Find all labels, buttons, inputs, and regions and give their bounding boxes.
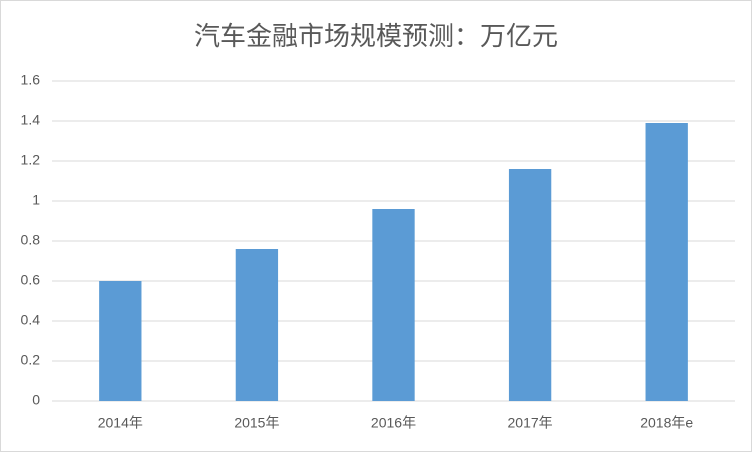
y-tick-label: 0.8: [21, 232, 41, 248]
chart-title: 汽车金融市场规模预测：万亿元: [194, 21, 558, 51]
y-tick-label: 1.4: [21, 112, 41, 128]
y-tick-label: 0.4: [21, 312, 41, 328]
y-tick-label: 0.6: [21, 272, 41, 288]
y-tick-label: 1: [32, 192, 40, 208]
x-tick-label: 2018年e: [640, 415, 693, 431]
y-tick-label: 1.2: [21, 152, 41, 168]
y-tick-label: 0.2: [21, 352, 41, 368]
y-tick-label: 1.6: [21, 72, 41, 88]
x-tick-label: 2014年: [98, 415, 143, 431]
bar: [235, 249, 279, 401]
x-tick-label: 2016年: [371, 415, 416, 431]
x-tick-label: 2017年: [508, 415, 553, 431]
bar: [645, 123, 688, 401]
bar: [508, 169, 552, 401]
y-tick-label: 0: [32, 392, 40, 408]
bar: [99, 281, 142, 401]
bar: [372, 209, 415, 401]
x-tick-label: 2015年: [234, 415, 279, 431]
